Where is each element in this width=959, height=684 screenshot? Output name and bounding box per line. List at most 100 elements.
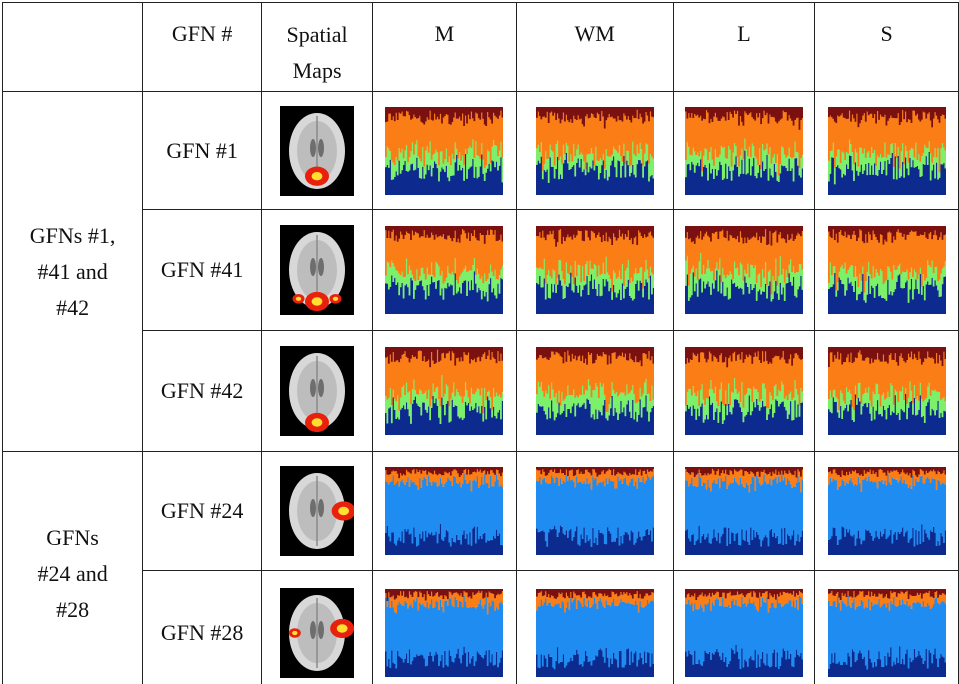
activation-core — [333, 297, 338, 301]
map-cell — [262, 92, 373, 210]
stacked-plot — [385, 589, 503, 677]
ventricle — [318, 379, 324, 397]
ventricle — [318, 139, 324, 157]
group-label: #28 — [3, 592, 142, 628]
activation-core — [312, 418, 323, 426]
header-cell: L — [673, 3, 815, 92]
ventricle — [310, 139, 316, 157]
stacked-plot — [685, 226, 803, 314]
stacked-plot — [385, 347, 503, 435]
plot-cell — [815, 452, 959, 571]
plot-cell — [815, 331, 959, 452]
stacked-plot — [685, 107, 803, 195]
gfn-cell: GFN #42 — [143, 331, 262, 452]
plot-cell — [516, 571, 673, 684]
table-row: GFN #42 — [3, 331, 959, 452]
header-text: GFN # — [172, 21, 233, 46]
plot-cell — [815, 92, 959, 210]
ventricle — [318, 258, 324, 276]
plot-cell — [373, 331, 517, 452]
gfn-label: GFN #42 — [161, 378, 244, 403]
stacked-plot — [828, 107, 946, 195]
header-text: Maps — [262, 53, 372, 89]
activation-core — [312, 172, 323, 180]
activation-core — [338, 507, 349, 515]
plot-cell — [373, 210, 517, 331]
stacked-plot — [536, 467, 654, 555]
group-cell: GFNs #1,#41 and#42 — [3, 92, 143, 452]
header-text: WM — [574, 21, 614, 46]
stacked-plot — [385, 107, 503, 195]
table-row: GFNs#24 and#28GFN #24 — [3, 452, 959, 571]
results-table: GFN #SpatialMapsMWMLSGFNs #1,#41 and#42G… — [2, 2, 959, 684]
plot-cell — [373, 92, 517, 210]
table-row: GFNs #1,#41 and#42GFN #1 — [3, 92, 959, 210]
gfn-label: GFN #24 — [161, 498, 244, 523]
ventricle — [318, 621, 324, 639]
group-cell: GFNs#24 and#28 — [3, 452, 143, 684]
spatial-map — [280, 346, 354, 436]
table-row: GFN #28 — [3, 571, 959, 684]
gfn-label: GFN #1 — [166, 138, 238, 163]
stacked-plot — [536, 226, 654, 314]
header-cell: GFN # — [143, 3, 262, 92]
stacked-plot — [536, 347, 654, 435]
activation-core — [337, 624, 348, 632]
plot-cell — [373, 452, 517, 571]
plot-cell — [815, 571, 959, 684]
ventricle — [310, 258, 316, 276]
stacked-plot — [685, 589, 803, 677]
group-label: #42 — [3, 290, 142, 326]
header-cell: S — [815, 3, 959, 92]
stacked-plot — [685, 467, 803, 555]
plot-cell — [516, 92, 673, 210]
gfn-cell: GFN #24 — [143, 452, 262, 571]
ventricle — [310, 379, 316, 397]
plot-cell — [673, 452, 815, 571]
ventricle — [310, 621, 316, 639]
spatial-map — [280, 466, 354, 556]
gfn-cell: GFN #41 — [143, 210, 262, 331]
header-cell — [3, 3, 143, 92]
stacked-plot — [828, 347, 946, 435]
spatial-map — [280, 106, 354, 196]
activation-core — [312, 297, 323, 305]
gfn-cell: GFN #1 — [143, 92, 262, 210]
gfn-cell: GFN #28 — [143, 571, 262, 684]
plot-cell — [516, 452, 673, 571]
spatial-map — [280, 225, 354, 315]
stacked-plot — [385, 226, 503, 314]
header-text: L — [737, 21, 750, 46]
stacked-plot — [536, 589, 654, 677]
map-cell — [262, 571, 373, 684]
plot-cell — [516, 210, 673, 331]
plot-cell — [673, 571, 815, 684]
header-text: Spatial — [262, 17, 372, 53]
activation-core — [292, 631, 297, 635]
header-text: S — [881, 21, 893, 46]
plot-cell — [673, 92, 815, 210]
activation-core — [296, 297, 301, 301]
table-body: GFN #SpatialMapsMWMLSGFNs #1,#41 and#42G… — [3, 3, 959, 684]
stacked-plot — [385, 467, 503, 555]
stacked-plot — [828, 226, 946, 314]
stacked-plot — [685, 347, 803, 435]
ventricle — [310, 499, 316, 517]
plot-cell — [815, 210, 959, 331]
map-cell — [262, 331, 373, 452]
group-label: GFNs #1, — [3, 218, 142, 254]
plot-cell — [373, 571, 517, 684]
stacked-plot — [828, 589, 946, 677]
gfn-label: GFN #41 — [161, 257, 244, 282]
group-label: #41 and — [3, 254, 142, 290]
gfn-label: GFN #28 — [161, 620, 244, 645]
stacked-plot — [828, 467, 946, 555]
ventricle — [318, 499, 324, 517]
header-text: M — [435, 21, 455, 46]
stacked-plot — [536, 107, 654, 195]
spatial-map — [280, 588, 354, 678]
map-cell — [262, 210, 373, 331]
group-label: #24 and — [3, 556, 142, 592]
header-cell: WM — [516, 3, 673, 92]
